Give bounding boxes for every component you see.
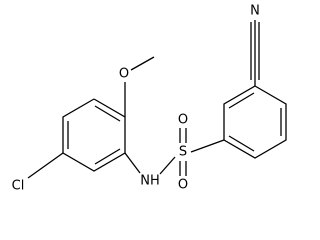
atom-label: NH <box>140 174 160 189</box>
bonds <box>27 20 287 179</box>
atom-label: Cl <box>12 179 25 194</box>
atom-label: O <box>178 113 188 128</box>
atom-label: N <box>250 4 260 19</box>
atom-label: O <box>178 178 188 193</box>
atom-label: O <box>119 67 129 82</box>
structure: N O S O O NH Cl <box>12 4 287 194</box>
atom-label: S <box>179 145 187 160</box>
